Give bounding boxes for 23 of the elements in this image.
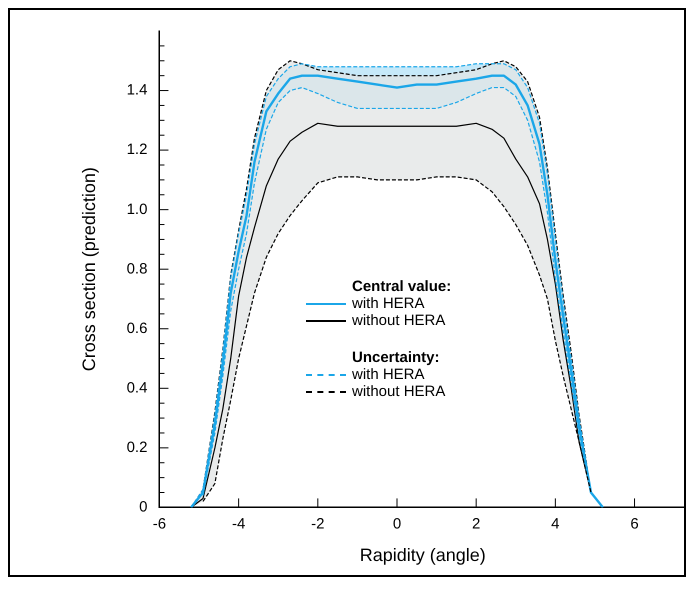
legend-label: without HERA [352, 383, 446, 400]
x-tick-label: -6 [152, 516, 166, 533]
y-tick-label: 1.2 [126, 141, 148, 158]
legend-label: with HERA [352, 295, 425, 312]
legend-label: without HERA [352, 312, 446, 329]
x-tick-label: 4 [551, 516, 560, 533]
x-tick-label: 2 [472, 516, 480, 533]
y-tick-label: 0.4 [126, 379, 148, 396]
y-tick-label: 0.6 [126, 320, 148, 337]
y-tick-label: 0.2 [126, 438, 148, 456]
y-tick-label: 1.0 [126, 200, 148, 218]
y-tick-label: 0.8 [126, 260, 148, 278]
y-tick-label: 0 [139, 498, 148, 516]
legend-title: Central value: [352, 278, 452, 295]
x-tick-label: -4 [232, 516, 246, 533]
annotation: Uncertainty: [352, 349, 441, 366]
x-axis-title: Rapidity (angle) [360, 545, 486, 566]
y-tick-label: 1.4 [126, 82, 148, 99]
y-axis-title: Cross section (prediction) [78, 167, 99, 372]
legend-label: with HERA [352, 366, 425, 383]
x-tick-label: -2 [311, 516, 324, 533]
x-tick-label: 6 [630, 516, 639, 533]
x-tick-label: 0 [392, 516, 402, 533]
